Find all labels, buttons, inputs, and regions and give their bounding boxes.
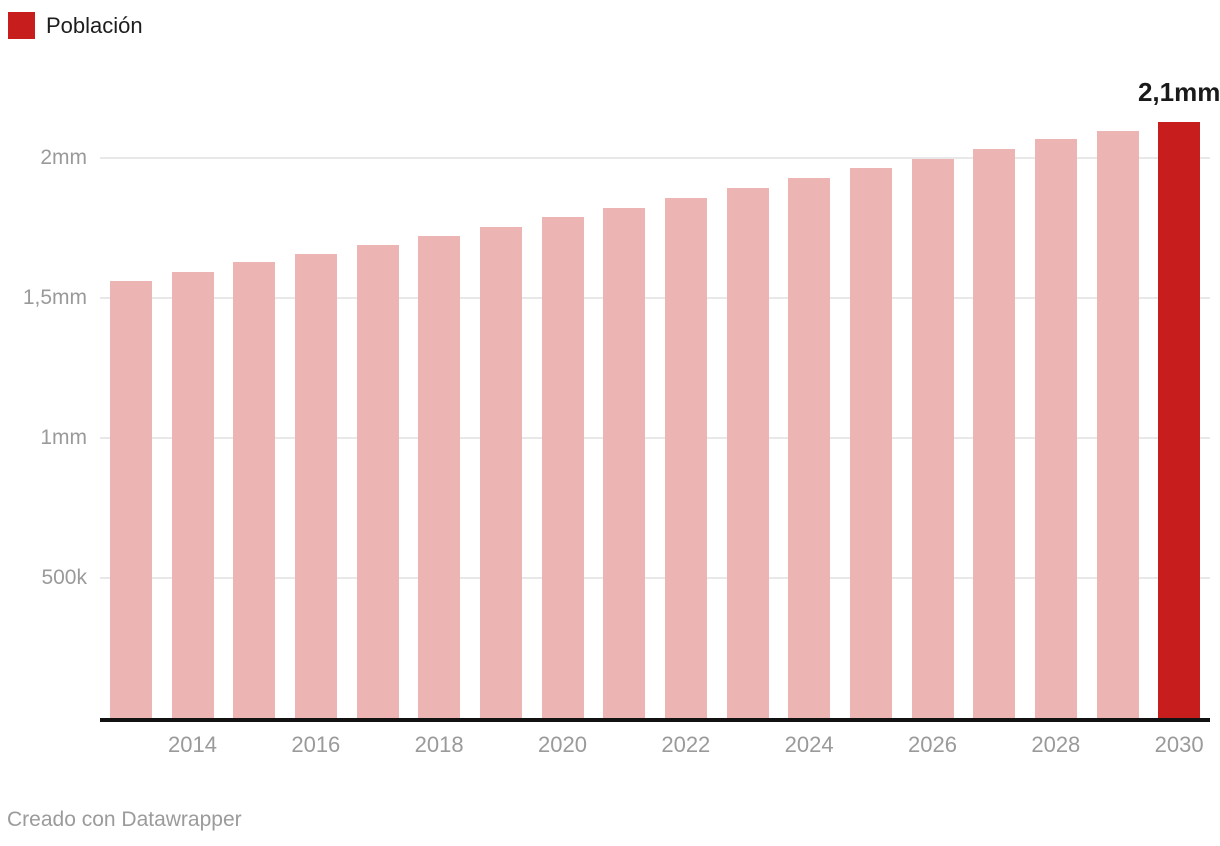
bar-2030 [1158,121,1201,718]
x-axis-tick-label-2022: 2022 [661,732,711,757]
bar-2020 [541,217,584,718]
bar-2028 [1034,138,1077,718]
y-axis-tick-label: 1,5mm [22,286,87,309]
bar-2018 [418,236,461,718]
bar-2013 [109,281,152,718]
x-axis-tick-label-2030: 2030 [1154,732,1204,757]
x-axis-tick-label-2028: 2028 [1031,732,1081,757]
attribution: Creado con Datawrapper [7,808,242,832]
bar-2026 [911,159,954,718]
legend: Población [8,12,143,39]
gridline-1,5mm [100,297,1210,299]
bar-2021 [603,207,646,718]
x-axis-tick-label-2014: 2014 [168,732,217,757]
x-axis-tick-label-2016: 2016 [291,732,341,757]
bar-2015 [233,262,276,718]
bar-2014 [171,272,214,718]
datawrapper-attribution-link[interactable]: Datawrapper [121,808,242,831]
bar-2024 [788,178,831,718]
x-axis-tick-label-2024: 2024 [784,732,834,757]
bar-2025 [849,168,892,718]
bar-2016 [294,254,337,718]
plot-area: 2,1mm 500k 1mm 1,5mm 2mm 2014 2016 2018 2020 202… [23,60,1220,757]
highlight-value-label: 2,1mm [1137,76,1220,107]
gridline-1mm [100,437,1210,439]
bar-2029 [1096,131,1139,718]
y-axis-tick-label: 1mm [40,426,87,449]
bar-2023 [726,187,769,718]
gridline-500k [100,577,1210,579]
y-axis-tick-label: 2mm [40,146,87,169]
x-axis-tick-label-2026: 2026 [908,732,957,757]
y-axis-tick-label: 500k [41,566,87,589]
x-axis-baseline [100,718,1210,722]
legend-label: Población [46,13,143,38]
x-axis-tick-label-2018: 2018 [414,732,464,757]
bar-2022 [664,198,707,718]
x-axis-tick-label-2020: 2020 [538,732,587,757]
bar-2019 [479,226,522,718]
gridline-2mm [100,157,1210,159]
bar-2027 [973,149,1016,718]
bar-2017 [356,244,399,718]
attribution-prefix: Creado con [7,808,122,831]
legend-color-swatch [8,12,35,39]
